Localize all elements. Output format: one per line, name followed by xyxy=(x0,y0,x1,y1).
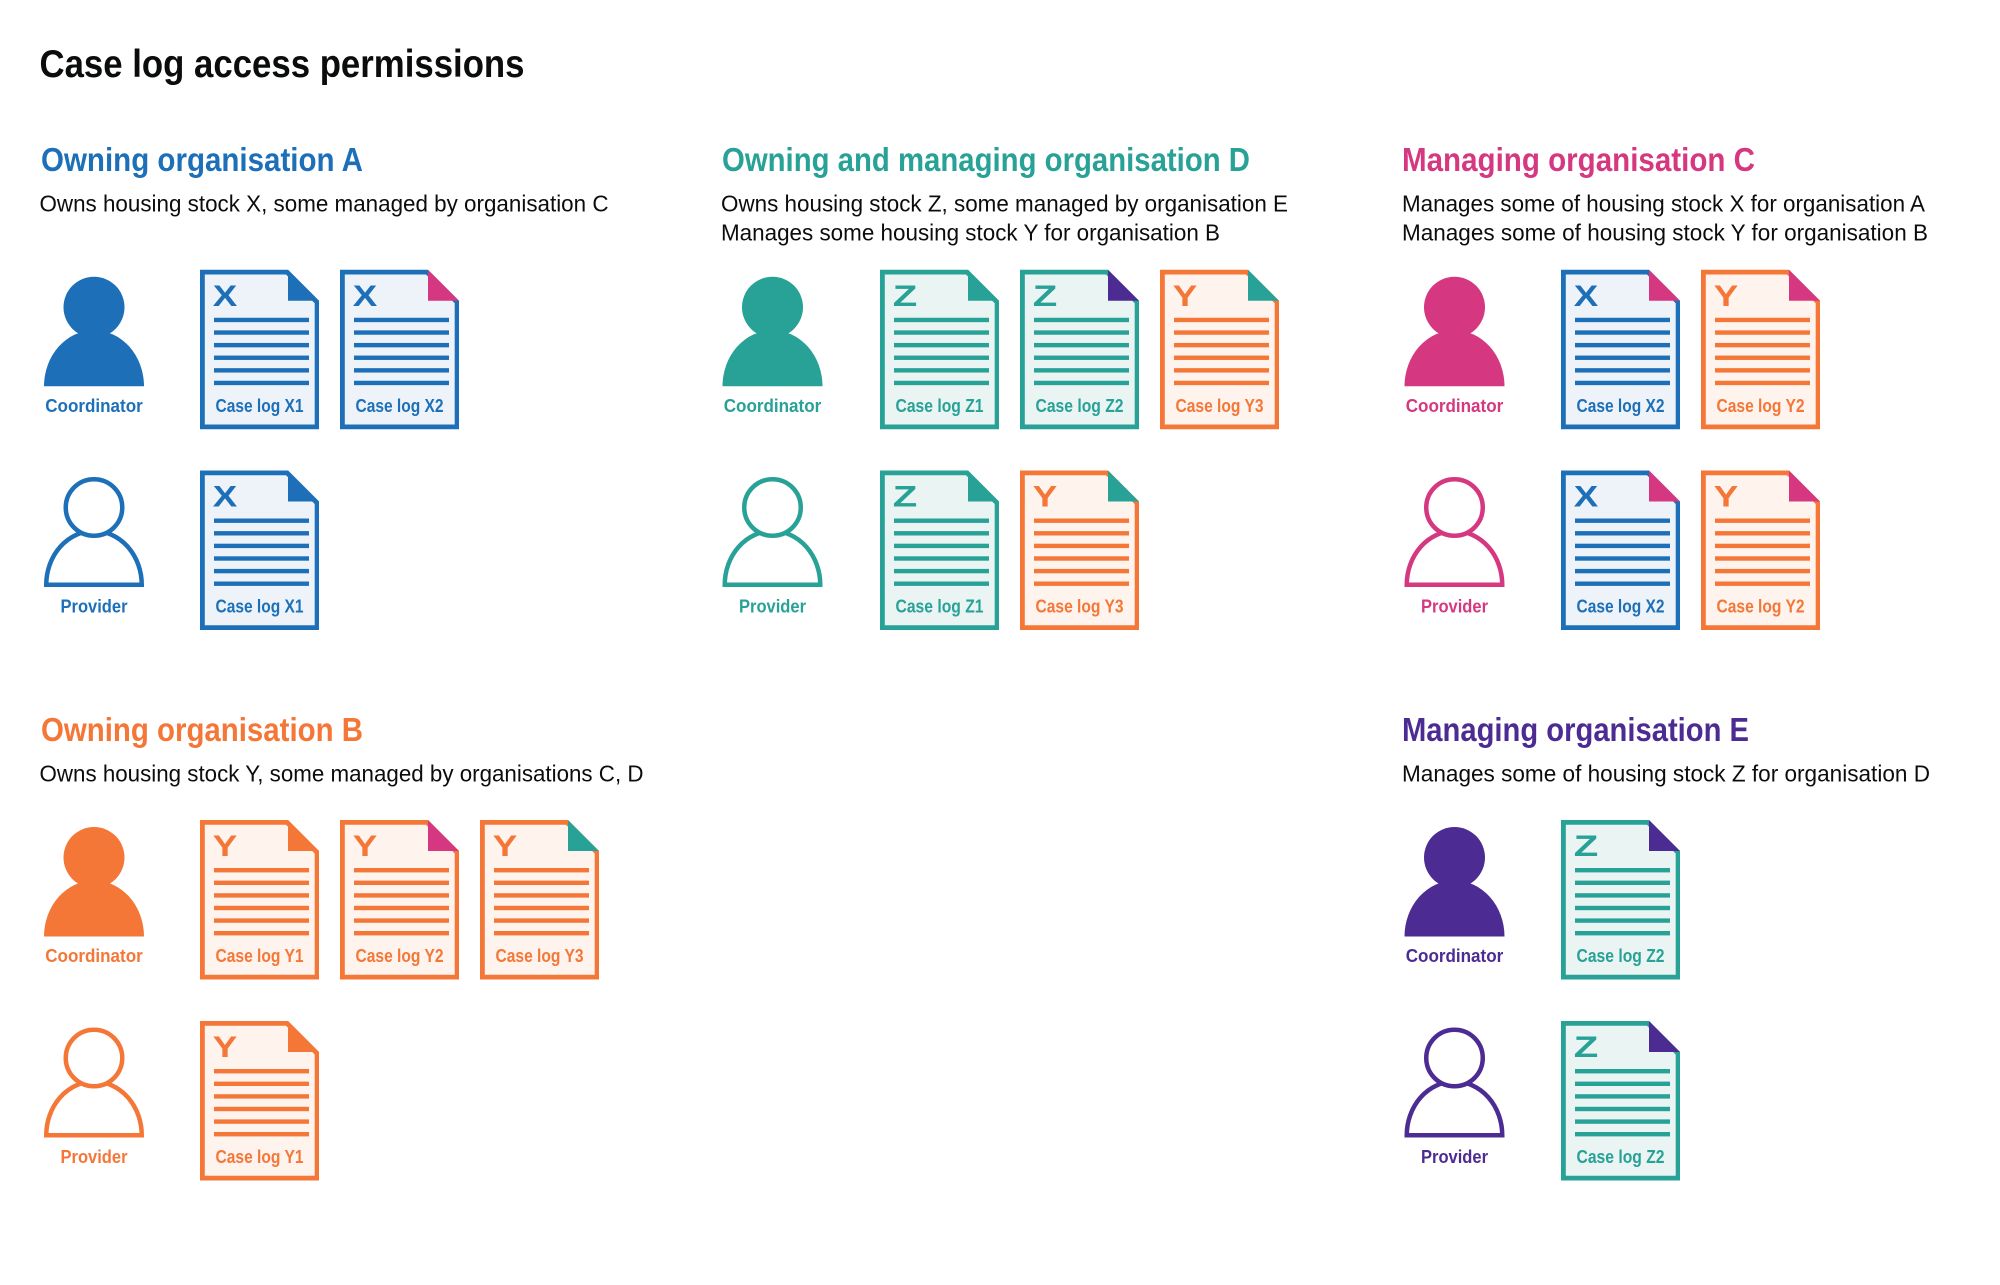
svg-text:Managing organisation E: Managing organisation E xyxy=(1402,711,1749,748)
svg-text:Manages some of housing stock: Manages some of housing stock Y for orga… xyxy=(1402,220,1928,246)
svg-text:Z: Z xyxy=(1574,830,1599,863)
svg-text:Owns housing stock Y, some man: Owns housing stock Y, some managed by or… xyxy=(40,761,644,787)
svg-text:X: X xyxy=(353,280,378,313)
svg-text:Y: Y xyxy=(1033,481,1058,514)
svg-text:Y: Y xyxy=(353,830,378,863)
svg-text:Case log Z2: Case log Z2 xyxy=(1577,1147,1665,1167)
svg-text:Case log Y3: Case log Y3 xyxy=(496,946,584,966)
svg-text:Case log Y1: Case log Y1 xyxy=(216,946,304,966)
svg-text:Manages some of housing stock: Manages some of housing stock Z for orga… xyxy=(1402,761,1930,787)
svg-text:Case log Y1: Case log Y1 xyxy=(216,1147,304,1167)
svg-text:Provider: Provider xyxy=(1421,597,1488,617)
svg-text:Owns housing stock X, some man: Owns housing stock X, some managed by or… xyxy=(40,191,609,217)
svg-text:Managing organisation C: Managing organisation C xyxy=(1402,141,1755,178)
svg-text:Coordinator: Coordinator xyxy=(45,396,143,416)
svg-text:Y: Y xyxy=(1714,481,1739,514)
svg-text:Coordinator: Coordinator xyxy=(45,946,143,966)
svg-text:Owns housing stock Z, some man: Owns housing stock Z, some managed by or… xyxy=(721,191,1288,217)
svg-text:Owning organisation A: Owning organisation A xyxy=(41,141,363,178)
svg-text:Coordinator: Coordinator xyxy=(1406,396,1504,416)
svg-text:Case log X2: Case log X2 xyxy=(356,396,444,416)
svg-text:Case log access permissions: Case log access permissions xyxy=(40,43,525,86)
svg-text:Manages some of housing stock: Manages some of housing stock X for orga… xyxy=(1402,191,1926,217)
svg-text:Case log Z2: Case log Z2 xyxy=(1036,396,1124,416)
svg-text:Provider: Provider xyxy=(61,597,128,617)
svg-text:Y: Y xyxy=(1714,280,1739,313)
svg-text:Y: Y xyxy=(493,830,518,863)
svg-text:Case log Y3: Case log Y3 xyxy=(1036,597,1124,617)
svg-text:Z: Z xyxy=(1574,1031,1599,1064)
svg-text:Case log Y2: Case log Y2 xyxy=(1717,396,1805,416)
svg-text:Case log Y2: Case log Y2 xyxy=(1717,597,1805,617)
svg-text:Case log X2: Case log X2 xyxy=(1577,597,1665,617)
svg-text:Case log Y2: Case log Y2 xyxy=(356,946,444,966)
svg-text:Y: Y xyxy=(213,1031,238,1064)
svg-text:Case log Y3: Case log Y3 xyxy=(1176,396,1264,416)
svg-text:Z: Z xyxy=(893,280,918,313)
svg-text:Provider: Provider xyxy=(739,597,806,617)
svg-text:Case log Z2: Case log Z2 xyxy=(1577,946,1665,966)
svg-text:Case log Z1: Case log Z1 xyxy=(896,396,984,416)
svg-text:Case log X1: Case log X1 xyxy=(216,597,304,617)
svg-text:Case log Z1: Case log Z1 xyxy=(896,597,984,617)
svg-text:Coordinator: Coordinator xyxy=(724,396,822,416)
svg-text:Z: Z xyxy=(1033,280,1058,313)
svg-text:Coordinator: Coordinator xyxy=(1406,946,1504,966)
svg-text:X: X xyxy=(213,481,238,514)
svg-text:Manages some housing stock Y f: Manages some housing stock Y for organis… xyxy=(721,220,1220,246)
svg-text:Z: Z xyxy=(893,481,918,514)
svg-text:Case log X2: Case log X2 xyxy=(1577,396,1665,416)
svg-text:Owning and managing organisati: Owning and managing organisation D xyxy=(722,141,1250,178)
svg-text:Y: Y xyxy=(1173,280,1198,313)
svg-text:Provider: Provider xyxy=(1421,1147,1488,1167)
svg-text:X: X xyxy=(213,280,238,313)
svg-text:X: X xyxy=(1574,481,1599,514)
svg-text:Case log X1: Case log X1 xyxy=(216,396,304,416)
svg-text:Owning organisation B: Owning organisation B xyxy=(41,711,363,748)
svg-text:Provider: Provider xyxy=(61,1147,128,1167)
svg-text:X: X xyxy=(1574,280,1599,313)
svg-text:Y: Y xyxy=(213,830,238,863)
